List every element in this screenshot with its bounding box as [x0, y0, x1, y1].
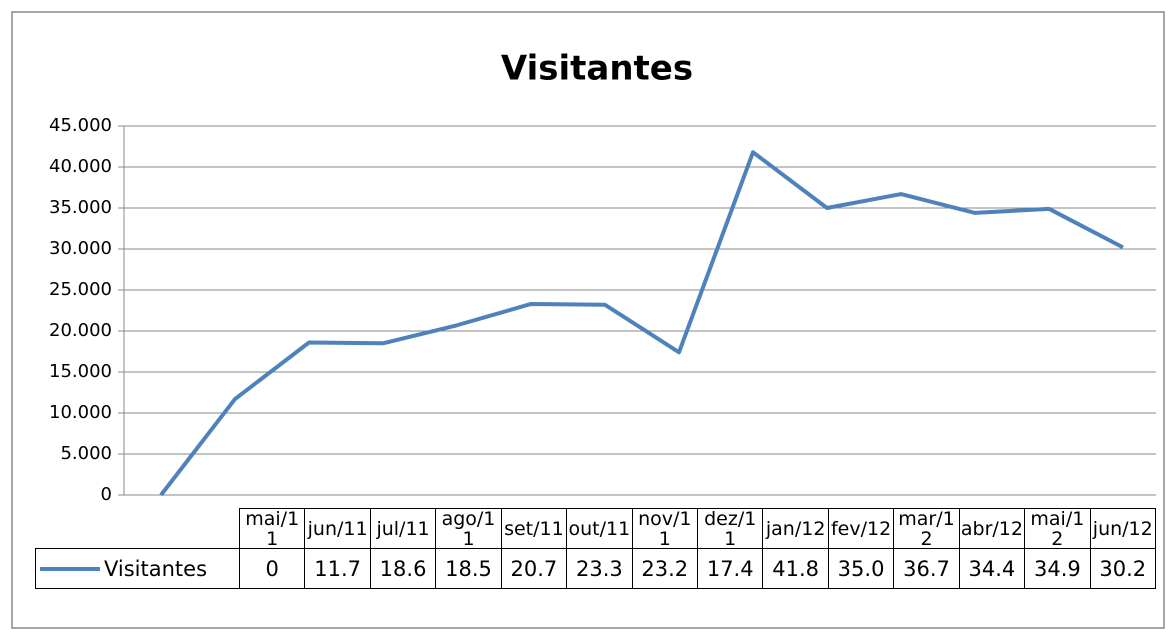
- table-value: 23.3: [566, 548, 633, 589]
- table-value: 23.2: [631, 548, 698, 589]
- table-value: 17.4: [697, 548, 764, 589]
- legend-swatch: [40, 566, 100, 571]
- table-value: 30.2: [1089, 548, 1156, 589]
- table-category: jun/12: [1089, 508, 1156, 549]
- table-value: 34.9: [1024, 548, 1091, 589]
- y-tick-label: 10.000: [49, 402, 112, 423]
- y-tick-label: 30.000: [49, 238, 112, 259]
- table-category: jul/11: [369, 508, 437, 549]
- table-value: 11.7: [304, 548, 371, 589]
- table-category: nov/11: [631, 508, 698, 549]
- y-tick-label: 20.000: [49, 320, 112, 341]
- table-category: mai/11: [239, 508, 306, 549]
- table-category: dez/11: [697, 508, 764, 549]
- table-category: ago/11: [435, 508, 502, 549]
- table-value: 0: [239, 548, 306, 589]
- table-category: abr/12: [958, 508, 1026, 549]
- table-category: jun/11: [304, 508, 371, 549]
- chart-title: Visitantes: [501, 49, 693, 89]
- table-category: set/11: [500, 508, 568, 549]
- y-tick-label: 15.000: [49, 361, 112, 382]
- table-value: 34.4: [958, 548, 1026, 589]
- table-value: 41.8: [762, 548, 829, 589]
- table-category: jan/12: [762, 508, 829, 549]
- y-tick-label: 45.000: [49, 115, 112, 136]
- y-tick-label: 40.000: [49, 156, 112, 177]
- table-category: fev/12: [827, 508, 895, 549]
- table-category: mai/12: [1024, 508, 1091, 549]
- y-tick-label: 25.000: [49, 279, 112, 300]
- table-category: mar/12: [893, 508, 960, 549]
- table-value: 35.0: [827, 548, 895, 589]
- table-value: 18.6: [369, 548, 437, 589]
- table-value: 36.7: [893, 548, 960, 589]
- data-line: [159, 150, 1124, 497]
- y-tick-label: 0: [101, 484, 112, 505]
- table-category: out/11: [566, 508, 633, 549]
- legend-cell: Visitantes: [35, 548, 240, 589]
- y-tick-label: 35.000: [49, 197, 112, 218]
- table-value: 18.5: [435, 548, 502, 589]
- table-value: 20.7: [500, 548, 568, 589]
- chart-border: [11, 11, 1165, 629]
- legend-label: Visitantes: [104, 556, 208, 581]
- y-tick-label: 5.000: [60, 443, 112, 464]
